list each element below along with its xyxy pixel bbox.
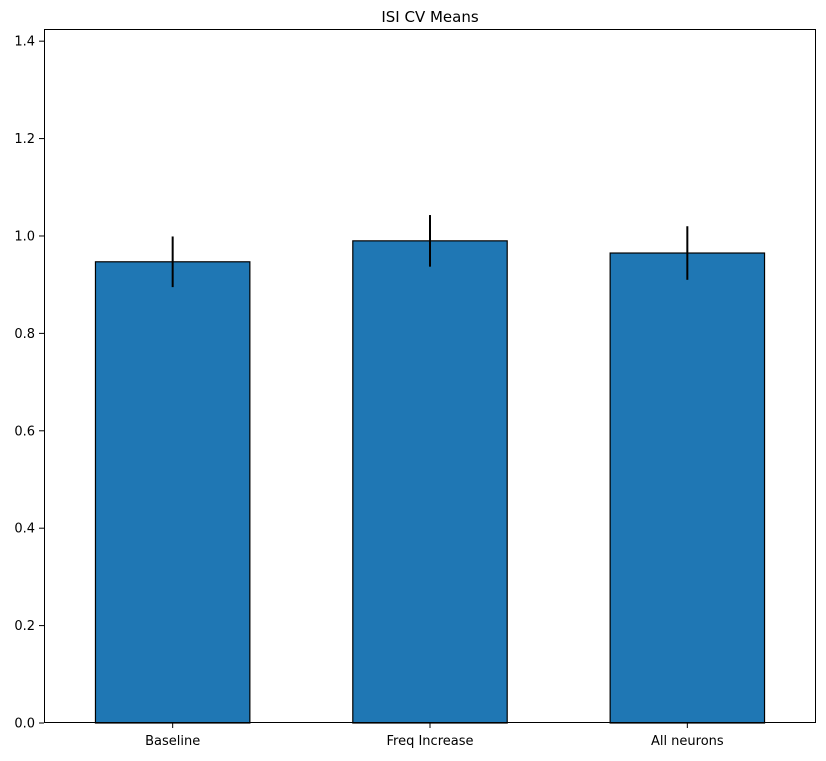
error-bars-layer [171,215,689,288]
y-tick-label: 0.4 [14,522,35,537]
y-tick-label: 1.4 [14,35,35,50]
x-tick-label: Freq Increase [387,734,474,749]
bar-freq-increase [352,240,508,724]
x-tick-label: All neurons [651,734,724,749]
y-tick-label: 1.2 [14,132,35,147]
y-tick-label: 0.2 [14,619,35,634]
x-tick-label: Baseline [145,734,200,749]
plot-frame [44,29,816,723]
y-tick-label: 1.0 [14,229,35,244]
y-axis: 0.0 0.2 0.4 0.6 0.8 1.0 1.2 1.4 [14,35,44,732]
x-axis: Baseline Freq Increase All neurons [145,723,724,749]
bar-baseline [94,261,251,724]
y-tick-label: 0.6 [14,424,35,439]
bars-layer [94,240,766,724]
y-tick-label: 0.0 [14,717,35,732]
bar-all-neurons [609,252,766,724]
y-tick-label: 0.8 [14,327,35,342]
chart-title: ISI CV Means [381,8,479,26]
